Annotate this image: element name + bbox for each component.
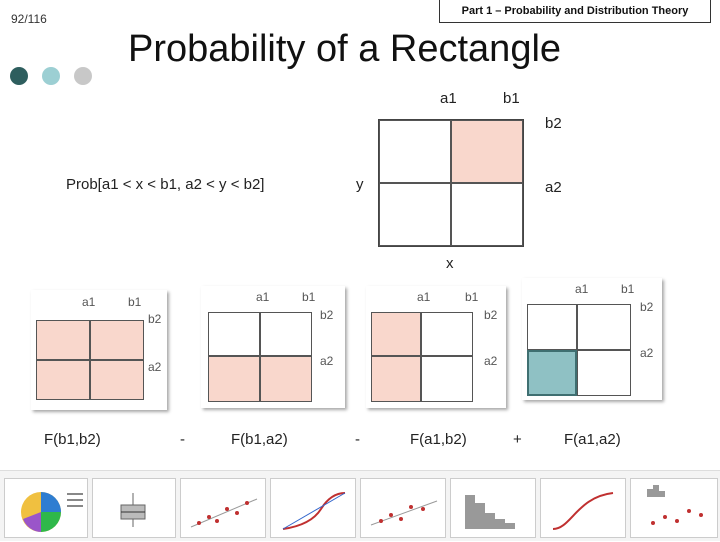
shaded-region: [36, 320, 90, 360]
label-a2: a2: [148, 360, 162, 374]
mini-diagram-1: a1 b1 b2 a2: [31, 290, 167, 410]
section-header: Part 1 – Probability and Distribution Th…: [439, 0, 711, 23]
label-a1: a1: [256, 290, 270, 304]
label-a1: a1: [575, 282, 589, 296]
label-b1: b1: [302, 290, 316, 304]
highlighted-region: [527, 350, 577, 396]
formula-term-4: F(a1,a2): [564, 431, 621, 448]
label-b1: b1: [503, 90, 520, 107]
formula-operator-2: -: [355, 431, 360, 448]
label-b2: b2: [320, 308, 334, 322]
shaded-region: [451, 120, 523, 183]
label-b2: b2: [148, 312, 162, 326]
scatter-icon: [370, 500, 438, 526]
thumbnail-scatter-1: [180, 478, 266, 538]
label-a2: a2: [545, 179, 562, 196]
formula-operator-1: -: [180, 431, 185, 448]
main-rectangle-grid: [378, 119, 524, 247]
label-b2: b2: [545, 115, 562, 132]
label-a1: a1: [417, 290, 431, 304]
line-plot-icon: [282, 492, 346, 530]
thumbnail-scatter-2: [360, 478, 446, 538]
thumbnail-probability-plot: [270, 478, 356, 538]
decor-dot-1: [10, 67, 28, 85]
grid-cell: [421, 356, 473, 402]
histogram-icon: [465, 495, 515, 529]
grid-cell: [527, 304, 577, 350]
label-y: y: [356, 176, 364, 193]
label-a2: a2: [320, 354, 334, 368]
mini-diagram-4: a1 b1 b2 a2: [522, 278, 662, 400]
label-b1: b1: [128, 295, 142, 309]
thumbnail-cdf: [540, 478, 626, 538]
label-a1: a1: [82, 295, 96, 309]
page-number: 92/116: [11, 12, 47, 26]
thumbnail-pie-chart: [4, 478, 88, 538]
thumbnail-histogram: [450, 478, 536, 538]
scatter-icon: [190, 498, 258, 528]
shaded-region: [90, 360, 144, 400]
label-x: x: [446, 255, 454, 272]
shaded-region: [371, 356, 421, 402]
label-b2: b2: [640, 300, 654, 314]
mini-diagram-3: a1 b1 b2 a2: [366, 286, 506, 408]
formula-operator-3: +: [513, 431, 522, 448]
grid-cell: [577, 350, 631, 396]
pie-icon: [21, 492, 83, 532]
shaded-region: [260, 356, 312, 402]
grid-cell: [208, 312, 260, 356]
cdf-icon: [552, 492, 614, 530]
decor-dot-3: [74, 67, 92, 85]
scatter-icon: [647, 485, 703, 525]
grid-cell-bottom-right: [451, 183, 523, 246]
label-b1: b1: [621, 282, 635, 296]
shaded-region: [208, 356, 260, 402]
thumbnail-box-plot: [92, 478, 176, 538]
grid-cell-top-left: [379, 120, 451, 183]
formula-term-1: F(b1,b2): [44, 431, 101, 448]
decor-dot-2: [42, 67, 60, 85]
grid-cell: [260, 312, 312, 356]
boxplot-icon: [120, 493, 146, 527]
slide-title: Probability of a Rectangle: [128, 28, 562, 70]
thumbnail-scatter-histogram: [630, 478, 718, 538]
label-b1: b1: [465, 290, 479, 304]
mini-diagram-2: a1 b1 b2 a2: [201, 286, 345, 408]
grid-cell: [421, 312, 473, 356]
shaded-region: [36, 360, 90, 400]
label-b2: b2: [484, 308, 498, 322]
probability-expression: Prob[a1 < x < b1, a2 < y < b2]: [66, 176, 265, 193]
grid-cell: [577, 304, 631, 350]
shaded-region: [371, 312, 421, 356]
formula-term-3: F(a1,b2): [410, 431, 467, 448]
grid-cell-bottom-left: [379, 183, 451, 246]
label-a2: a2: [640, 346, 654, 360]
label-a1: a1: [440, 90, 457, 107]
shaded-region: [90, 320, 144, 360]
formula-term-2: F(b1,a2): [231, 431, 288, 448]
label-a2: a2: [484, 354, 498, 368]
